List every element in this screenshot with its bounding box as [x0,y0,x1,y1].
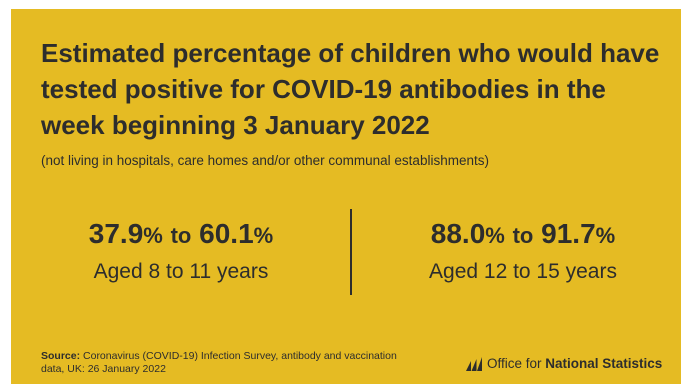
stat-high-value: 91.7 [541,218,596,249]
stat-aged-8-to-11: 37.9% to 60.1% Aged 8 to 11 years [31,217,331,285]
ons-logo-text: Office for National Statistics [487,356,662,371]
stat-high-value: 60.1 [199,218,254,249]
ons-logo-name: National Statistics [545,356,663,371]
stat-range: 37.9% to 60.1% [31,217,331,253]
ons-logo-icon [466,356,482,371]
source-note: Source: Coronavirus (COVID-19) Infection… [41,350,421,376]
stat-low-value: 37.9 [88,218,144,249]
stat-age-label: Aged 8 to 11 years [93,260,269,283]
source-heading: Source: [41,350,81,362]
stat-low-value: 88.0 [430,218,486,249]
stat-aged-12-to-15: 88.0% to 91.7% Aged 12 to 15 years [373,217,673,285]
stat-divider [350,209,352,295]
stat-high-unit: % [253,223,274,248]
infographic-card: Estimated percentage of children who wou… [11,9,681,384]
stat-range: 88.0% to 91.7% [373,217,673,253]
infographic-title: Estimated percentage of children who wou… [41,38,660,140]
source-text: Coronavirus (COVID-19) Infection Survey,… [41,350,397,375]
stat-low-unit: % [485,223,505,248]
infographic-subtitle: (not living in hospitals, care homes and… [41,153,489,168]
stat-joiner: to [170,223,192,248]
ons-logo: Office for National Statistics [466,356,662,371]
stat-age-label: Aged 12 to 15 years [429,260,617,283]
ons-logo-prefix: Office for [487,356,546,371]
stat-low-unit: % [143,223,163,248]
stat-high-unit: % [595,223,616,248]
stat-joiner: to [512,223,534,248]
